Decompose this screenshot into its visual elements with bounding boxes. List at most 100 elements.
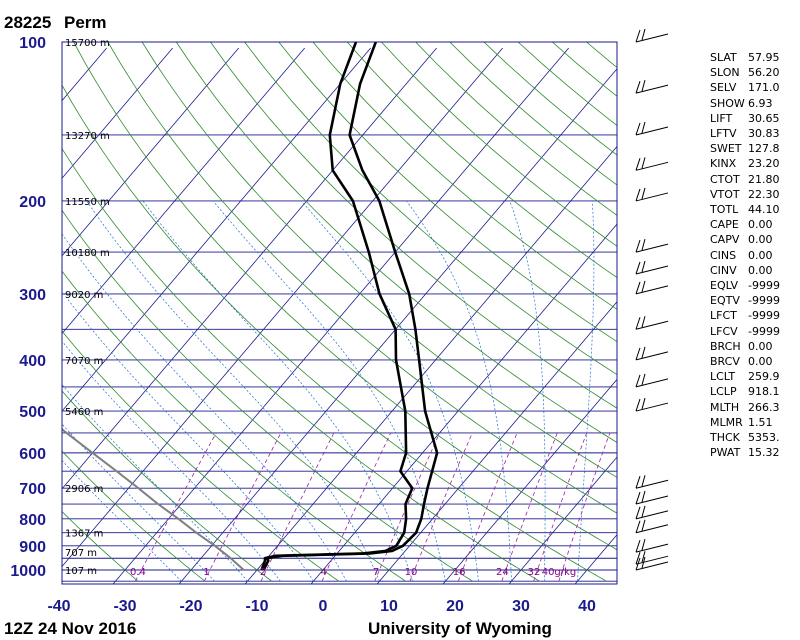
dry-adiabat-line [175,42,617,443]
isotherm-line [62,47,504,568]
pressure-tick-label: 900 [19,539,46,556]
isotherm-line [508,456,617,584]
index-value: 0.00 [748,339,773,353]
temperature-tick-label: 20 [446,598,464,615]
index-row: LCLT 259.9 [710,369,780,384]
index-value: 266.3 [748,400,780,414]
index-row: THCK 5353. [710,430,780,445]
wind-barb [635,505,669,520]
moist-adiabat-line [62,340,281,582]
index-row: SWET 127.8 [710,141,780,156]
mixing-ratio-line [260,432,335,582]
index-row: LIFT 30.65 [710,111,780,126]
index-row: VTOT 22.30 [710,187,780,202]
index-row: CAPV 0.00 [710,232,780,247]
index-key: LFCV [710,324,738,338]
index-row: SLAT 57.95 [710,50,780,65]
wind-barb [635,28,669,43]
dry-adiabat-line [62,270,406,582]
pressure-tick-label: 700 [19,481,46,498]
wind-barb [635,373,669,388]
dry-adiabat-line [62,510,139,582]
index-row: LFTV 30.83 [710,126,780,141]
dry-adiabat-line [346,42,617,278]
isotherm-line [178,68,617,584]
isotherm-line [62,47,372,412]
index-key: LIFT [710,111,733,125]
index-row: SELV 171.0 [710,80,780,95]
index-row: LFCT -9999 [710,308,780,323]
isotherm-line [62,47,240,257]
index-value: 22.30 [748,187,780,201]
dry-adiabat-line [62,209,473,582]
dry-adiabat-line [62,330,340,582]
wind-barb [635,260,669,275]
index-key: SELV [710,81,737,95]
pressure-tick-label: 200 [19,194,46,211]
index-value: -9999 [748,309,780,323]
index-value: -9999 [748,294,780,308]
mixing-ratio-label: 7 [373,567,379,578]
pressure-tick-label: 300 [19,287,46,304]
index-key: THCK [710,431,740,445]
height-label: 2906 m [65,484,103,495]
index-value: 0.00 [748,355,773,369]
mixing-ratio-label: 2 [260,567,266,578]
dry-adiabat-line [107,42,617,514]
temperature-tick-label: 10 [380,598,398,615]
index-row: SHOW 6.93 [710,96,780,111]
isotherm-line [376,301,617,584]
index-value: 30.83 [748,127,780,141]
isotherm-line [112,47,570,584]
index-value: 44.10 [748,203,780,217]
index-row: CAPE 0.00 [710,217,780,232]
mixing-ratio-label: 24 [496,567,509,578]
mixing-ratio-label: 1 [203,567,209,578]
mixing-ratio-line [501,432,558,582]
index-value: 57.95 [748,51,780,64]
index-key: TOTL [710,203,739,217]
moist-adiabat-line [142,200,413,582]
index-value: 15.32 [748,446,780,460]
isotherm-line [0,48,41,584]
index-row: TOTL 44.10 [710,202,780,217]
index-key: CAPV [710,233,740,247]
height-label: 13270 m [65,131,110,142]
wind-barb [635,187,669,202]
isotherm-line [442,378,617,584]
dewpoint-profile-line [260,42,414,571]
pressure-tick-label: 100 [19,35,46,52]
temperature-tick-label: 0 [319,598,328,615]
plot-frame [61,41,618,585]
index-row: BRCV 0.00 [710,354,780,369]
mixing-ratio-label: 4 [321,567,327,578]
index-key: LCLP [710,385,737,399]
index-key: CINS [710,248,737,262]
pressure-tick-label: 500 [19,404,46,421]
moist-adiabat-line [62,291,314,582]
temperature-tick-label: -20 [179,598,202,615]
moist-adiabat-line [509,200,546,582]
isotherm-line [310,223,617,584]
index-key: SHOW [710,96,745,110]
mixing-ratio-label: 32 [528,567,541,578]
wind-barb [635,280,669,295]
mixing-ratio-label: 0.4 [130,567,146,578]
wind-barb [635,316,669,330]
wind-barb [635,238,669,253]
mixing-ratio-line [374,432,441,582]
height-label: 9020 m [65,290,103,301]
index-row: MLTH 266.3 [710,400,780,415]
moist-adiabat-line [212,200,446,582]
height-label: 10180 m [65,248,110,259]
index-value: 0.00 [748,233,773,247]
wind-barb [635,475,669,489]
isotherm-line [244,145,617,584]
index-value: 259.9 [748,370,780,384]
index-row: PWAT 15.32 [710,445,780,460]
index-key: LFCT [710,309,737,323]
dry-adiabat-line [244,42,617,376]
wind-barb [635,80,669,94]
wind-barb [635,346,669,361]
